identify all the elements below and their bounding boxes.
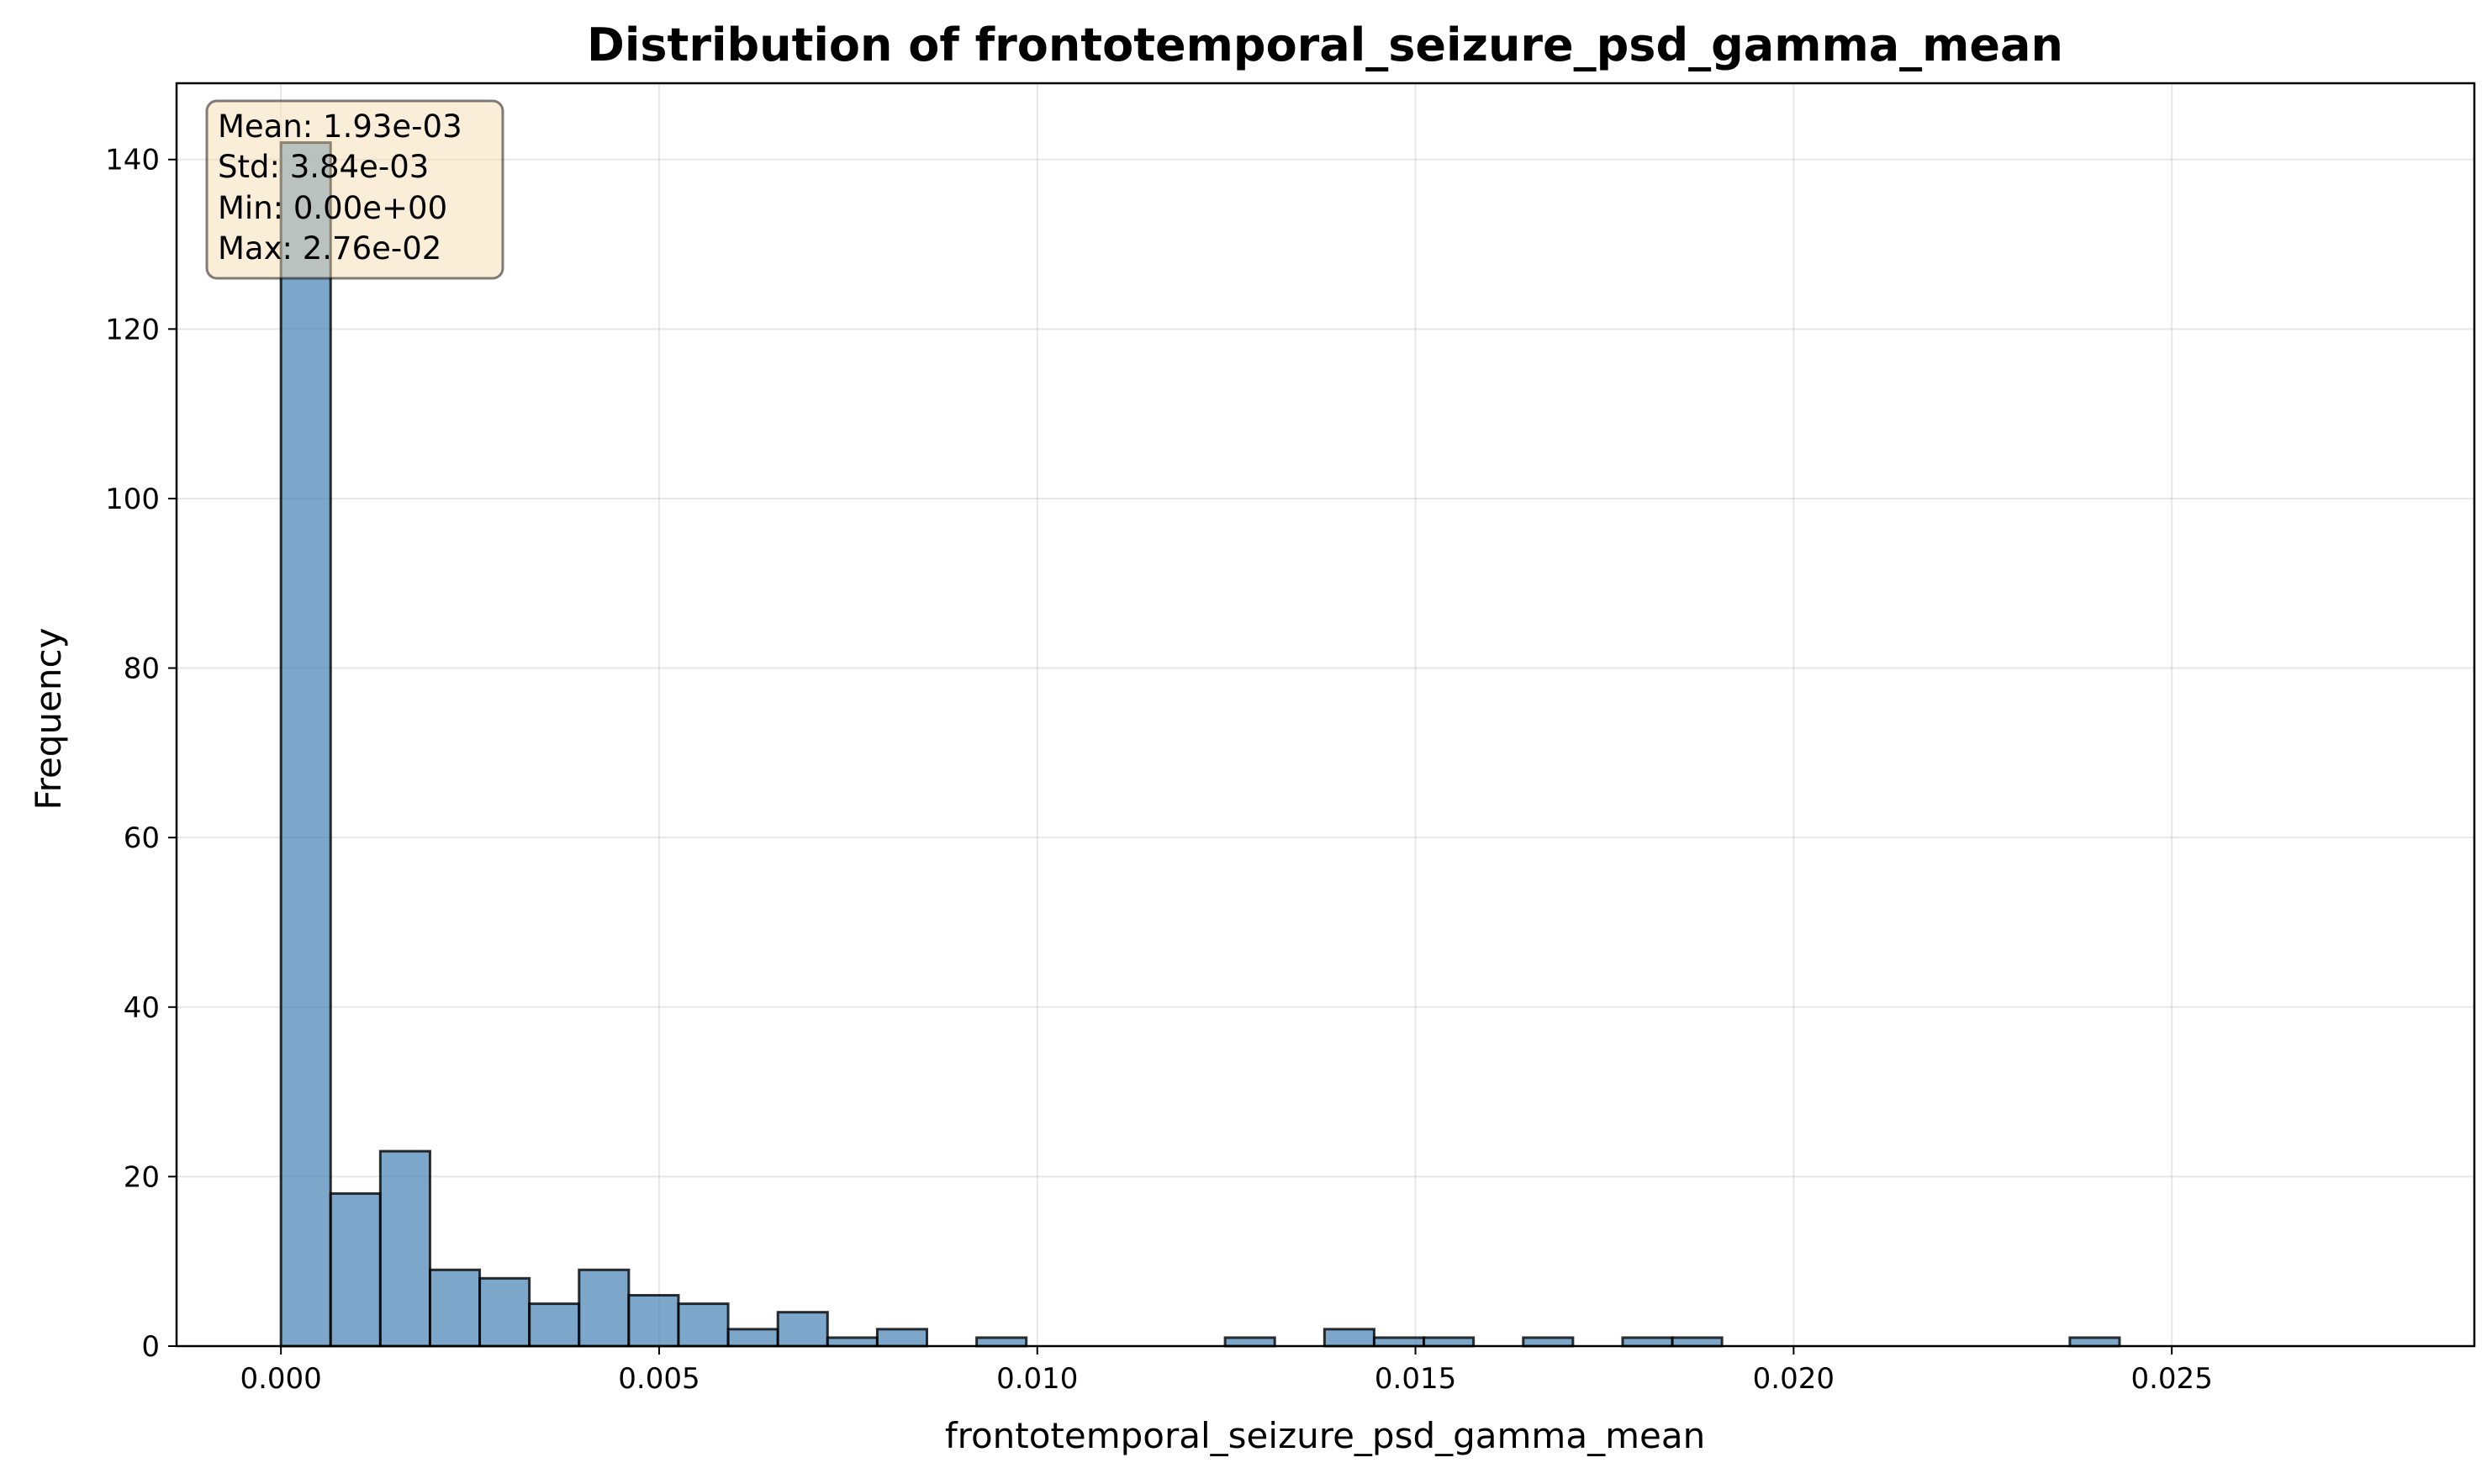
histogram-bar-14 (975, 1336, 1028, 1348)
stats-mean: Mean: 1.93e-03 (218, 108, 462, 145)
histogram-bar-4 (478, 1276, 531, 1348)
histogram-bar-6 (578, 1268, 631, 1348)
y-tick-label-3: 60 (124, 821, 160, 855)
histogram-bar-3 (428, 1268, 482, 1348)
histogram-bar-8 (677, 1302, 730, 1348)
histogram-bars (279, 141, 2121, 1348)
x-tick-label-5: 0.025 (2130, 1362, 2212, 1396)
y-axis-ticks: 0 20 40 60 80 100 120 140 (105, 144, 177, 1364)
histogram-bar-19 (1223, 1336, 1276, 1348)
y-axis-label: Frequency (28, 628, 69, 811)
y-tick-label-2: 40 (124, 991, 160, 1025)
y-tick-label-4: 80 (124, 652, 160, 686)
stats-max: Max: 2.76e-02 (218, 230, 441, 267)
y-tick-label-6: 120 (105, 313, 160, 346)
y-tick-label-1: 20 (124, 1160, 160, 1194)
x-axis-label: frontotemporal_seizure_psd_gamma_mean (945, 1415, 1705, 1456)
histogram-bar-11 (826, 1336, 879, 1348)
histogram-bar-0 (279, 141, 332, 1348)
histogram-bar-21 (1323, 1328, 1375, 1348)
stats-std: Std: 3.84e-03 (218, 149, 429, 185)
chart-title: Distribution of frontotemporal_seizure_p… (587, 18, 2063, 71)
y-tick-label-7: 140 (105, 144, 160, 177)
histogram-bar-9 (726, 1328, 779, 1348)
x-axis-ticks: 0.000 0.005 0.010 0.015 0.020 0.025 (240, 1346, 2213, 1396)
x-tick-label-4: 0.020 (1753, 1362, 1835, 1396)
plot-frame (175, 82, 2476, 1348)
x-tick-label-1: 0.005 (618, 1362, 700, 1396)
y-tick-label-5: 100 (105, 483, 160, 516)
grid-lines (177, 83, 2474, 1347)
histogram-bar-25 (1522, 1336, 1575, 1348)
histogram-bar-2 (378, 1149, 431, 1348)
histogram-bar-22 (1372, 1336, 1426, 1348)
stats-box-background (205, 99, 504, 280)
y-tick-label-0: 0 (141, 1330, 160, 1364)
x-tick-label-0: 0.000 (240, 1362, 321, 1396)
stats-box: Mean: 1.93e-03 Std: 3.84e-03 Min: 0.00e+… (205, 99, 504, 280)
histogram-bar-5 (528, 1302, 581, 1348)
histogram-bar-12 (875, 1328, 928, 1348)
histogram-bar-10 (776, 1311, 829, 1348)
histogram-bar-1 (329, 1192, 382, 1348)
stats-min: Min: 0.00e+00 (218, 190, 447, 226)
histogram-bar-23 (1423, 1336, 1476, 1348)
x-tick-label-3: 0.015 (1375, 1362, 1456, 1396)
histogram-bar-28 (1671, 1336, 1724, 1348)
histogram-bar-36 (2068, 1336, 2121, 1348)
histogram-bar-27 (1621, 1336, 1674, 1348)
histogram-bar-7 (627, 1294, 680, 1348)
x-tick-label-2: 0.010 (996, 1362, 1078, 1396)
